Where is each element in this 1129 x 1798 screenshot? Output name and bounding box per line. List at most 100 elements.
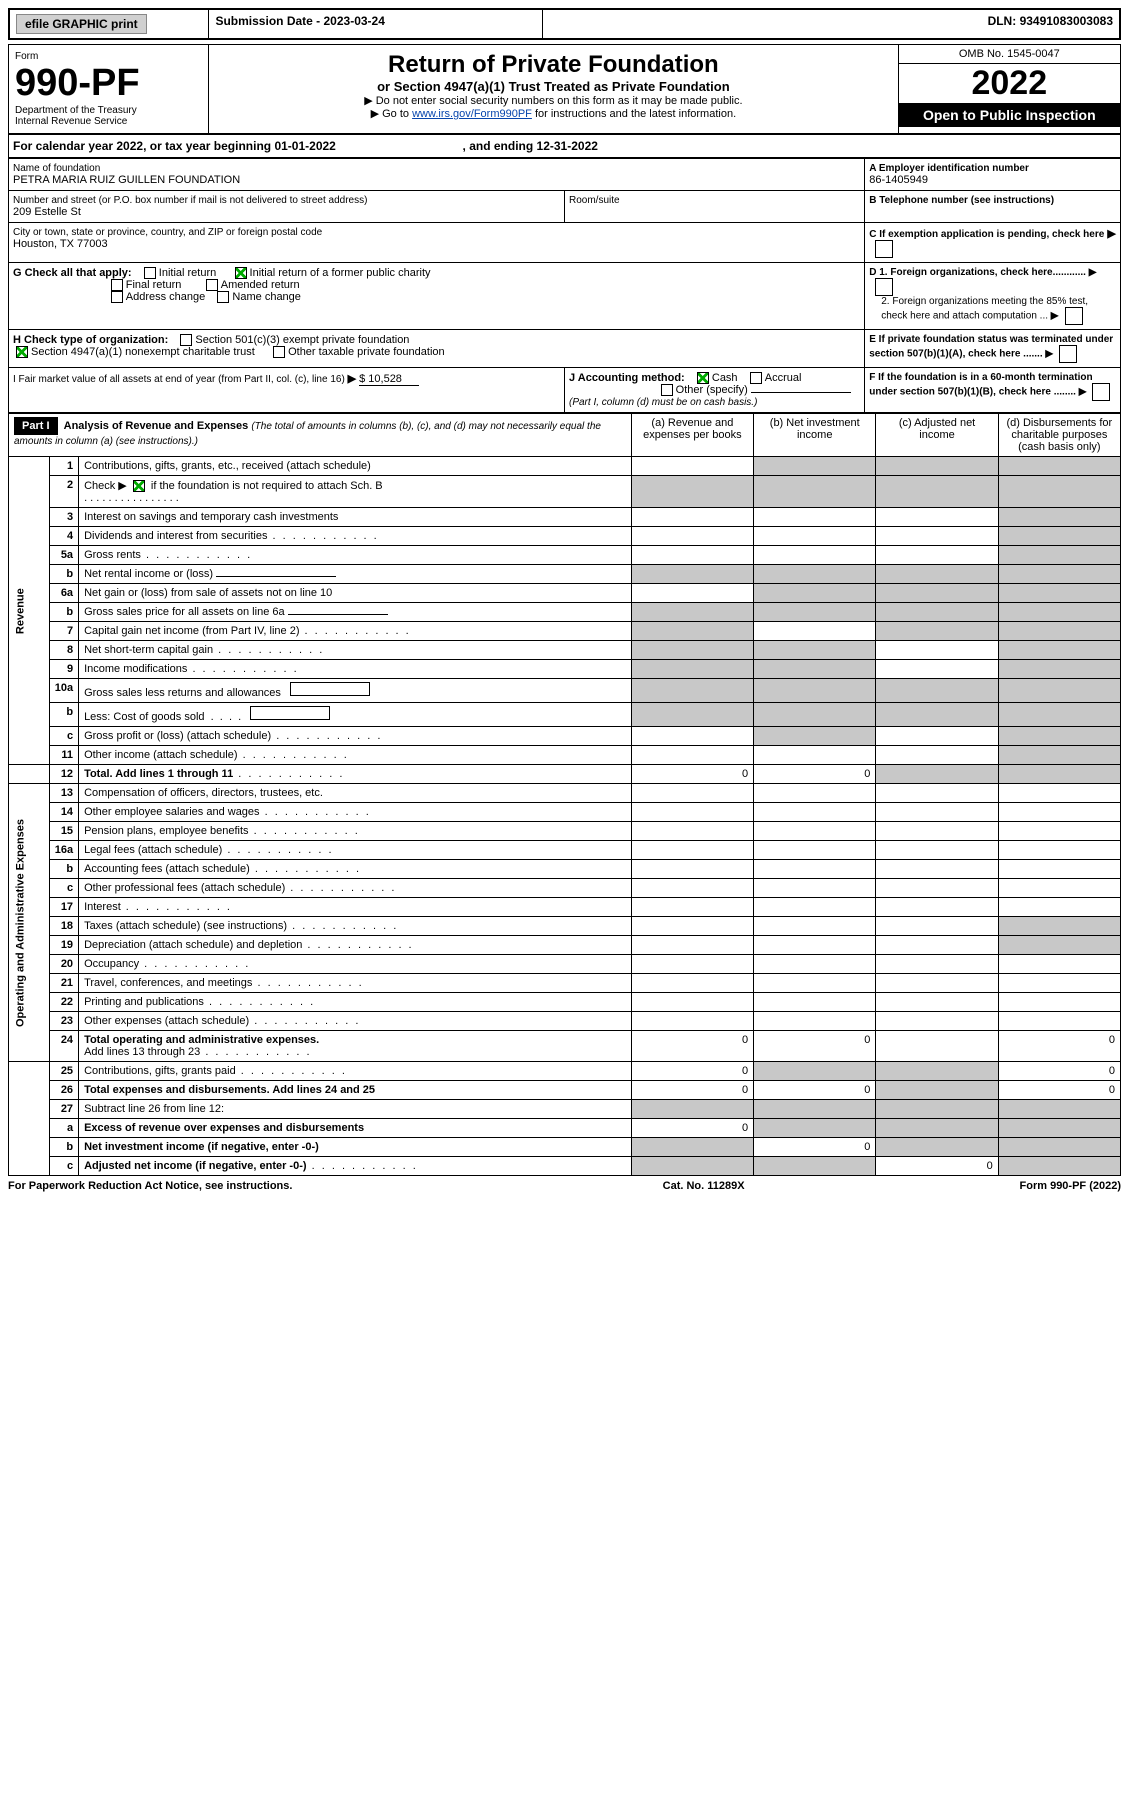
line-27b-b: 0 — [754, 1138, 876, 1157]
j-other-label: Other (specify) — [676, 384, 748, 396]
line-16b-no: b — [49, 860, 78, 879]
line-24-desc2: Add lines 13 through 23 — [84, 1046, 311, 1058]
d2-checkbox[interactable] — [1065, 307, 1083, 325]
h-4947-checkbox[interactable] — [16, 346, 28, 358]
line-27b-desc: Net investment income (if negative, ente… — [84, 1141, 319, 1153]
room-label: Room/suite — [569, 195, 860, 206]
line-23-desc: Other expenses (attach schedule) — [79, 1012, 632, 1031]
line-6a-desc: Net gain or (loss) from sale of assets n… — [79, 584, 632, 603]
initial-return-label: Initial return — [159, 267, 216, 279]
dln-value: 93491083003083 — [1020, 14, 1113, 28]
j-other-checkbox[interactable] — [661, 384, 673, 396]
irs-label: Internal Revenue Service — [15, 116, 202, 127]
line-25-desc: Contributions, gifts, grants paid — [79, 1062, 632, 1081]
line-15-no: 15 — [49, 822, 78, 841]
d1-checkbox[interactable] — [875, 278, 893, 296]
amended-return-label: Amended return — [221, 279, 300, 291]
line-10b-desc: Less: Cost of goods sold — [84, 711, 204, 723]
address-change-checkbox[interactable] — [111, 291, 123, 303]
initial-former-checkbox[interactable] — [235, 267, 247, 279]
line-10c-desc: Gross profit or (loss) (attach schedule) — [79, 727, 632, 746]
i-amount: $ 10,528 — [359, 373, 419, 386]
line-26-d: 0 — [998, 1081, 1120, 1100]
col-b-header: (b) Net investment income — [754, 414, 876, 457]
line-5b-no: b — [49, 565, 78, 584]
line-27-desc: Subtract line 26 from line 12: — [79, 1100, 632, 1119]
schb-checkbox[interactable] — [133, 480, 145, 492]
h-501c3-checkbox[interactable] — [180, 334, 192, 346]
instruction-1: ▶ Do not enter social security numbers o… — [215, 94, 891, 107]
line-8-no: 8 — [49, 641, 78, 660]
footer-cat: Cat. No. 11289X — [565, 1176, 843, 1196]
e-checkbox[interactable] — [1059, 345, 1077, 363]
line-21-desc: Travel, conferences, and meetings — [79, 974, 632, 993]
line-14-no: 14 — [49, 803, 78, 822]
line-19-no: 19 — [49, 936, 78, 955]
line-10c-no: c — [49, 727, 78, 746]
line-12-a: 0 — [631, 765, 753, 784]
instruction-2b: for instructions and the latest informat… — [532, 108, 736, 120]
line-24-desc: Total operating and administrative expen… — [84, 1034, 319, 1046]
line-12-b: 0 — [754, 765, 876, 784]
line-2-no: 2 — [49, 476, 78, 508]
city-label: City or town, state or province, country… — [13, 227, 860, 238]
f-checkbox[interactable] — [1092, 383, 1110, 401]
line-d1: D 1. Foreign organizations, check here..… — [869, 267, 1086, 278]
h-501c3-label: Section 501(c)(3) exempt private foundat… — [195, 334, 409, 346]
line-26-a: 0 — [631, 1081, 753, 1100]
amended-return-checkbox[interactable] — [206, 279, 218, 291]
efile-button[interactable]: efile GRAPHIC print — [16, 14, 147, 34]
line-8-desc: Net short-term capital gain — [79, 641, 632, 660]
line-9-no: 9 — [49, 660, 78, 679]
line-22-desc: Printing and publications — [79, 993, 632, 1012]
c-checkbox[interactable] — [875, 240, 893, 258]
calyear-text-a: For calendar year 2022, or tax year begi… — [13, 139, 274, 153]
line-4-no: 4 — [49, 527, 78, 546]
j-note: (Part I, column (d) must be on cash basi… — [569, 397, 757, 408]
line-10a-no: 10a — [49, 679, 78, 703]
line-27a-desc: Excess of revenue over expenses and disb… — [84, 1122, 364, 1134]
line-20-desc: Occupancy — [79, 955, 632, 974]
j-cash-checkbox[interactable] — [697, 372, 709, 384]
line-11-desc: Other income (attach schedule) — [79, 746, 632, 765]
line-27c-desc: Adjusted net income (if negative, enter … — [84, 1160, 306, 1172]
line-20-no: 20 — [49, 955, 78, 974]
line-10b-no: b — [49, 703, 78, 727]
name-change-label: Name change — [232, 291, 301, 303]
form-number: 990-PF — [15, 62, 202, 105]
final-return-checkbox[interactable] — [111, 279, 123, 291]
line-18-desc: Taxes (attach schedule) (see instruction… — [79, 917, 632, 936]
line-2-dots: . . . . . . . . . . . . . . . . — [84, 492, 179, 504]
line-24-b: 0 — [754, 1031, 876, 1062]
line-23-no: 23 — [49, 1012, 78, 1031]
calyear-text-b: , and ending — [463, 139, 537, 153]
calendar-year-line: For calendar year 2022, or tax year begi… — [8, 134, 1121, 158]
footer-right: Form 990-PF (2022) — [843, 1176, 1121, 1196]
line-6b-no: b — [49, 603, 78, 622]
line-6a-no: 6a — [49, 584, 78, 603]
city-state-zip: Houston, TX 77003 — [13, 238, 860, 250]
part1-label: Part I — [14, 417, 58, 435]
line-5a-no: 5a — [49, 546, 78, 565]
col-d-header: (d) Disbursements for charitable purpose… — [998, 414, 1120, 457]
name-change-checkbox[interactable] — [217, 291, 229, 303]
calyear-begin: 01-01-2022 — [274, 139, 335, 153]
line-25-d: 0 — [998, 1062, 1120, 1081]
ein-label: A Employer identification number — [869, 163, 1116, 174]
line-5b-desc: Net rental income or (loss) — [84, 568, 213, 580]
initial-return-checkbox[interactable] — [144, 267, 156, 279]
line-27-no: 27 — [49, 1100, 78, 1119]
line-17-no: 17 — [49, 898, 78, 917]
g-label: G Check all that apply: — [13, 267, 132, 279]
tax-year: 2022 — [899, 64, 1120, 103]
form-subtitle: or Section 4947(a)(1) Trust Treated as P… — [215, 79, 891, 94]
j-accrual-checkbox[interactable] — [750, 372, 762, 384]
form-header: Form 990-PF Department of the Treasury I… — [8, 44, 1121, 134]
h-other-checkbox[interactable] — [273, 346, 285, 358]
line-24-no: 24 — [49, 1031, 78, 1062]
line-27c-c: 0 — [876, 1157, 998, 1176]
line-11-no: 11 — [49, 746, 78, 765]
j-cash-label: Cash — [712, 372, 738, 384]
irs-link[interactable]: www.irs.gov/Form990PF — [412, 108, 532, 120]
open-inspection: Open to Public Inspection — [899, 103, 1120, 127]
